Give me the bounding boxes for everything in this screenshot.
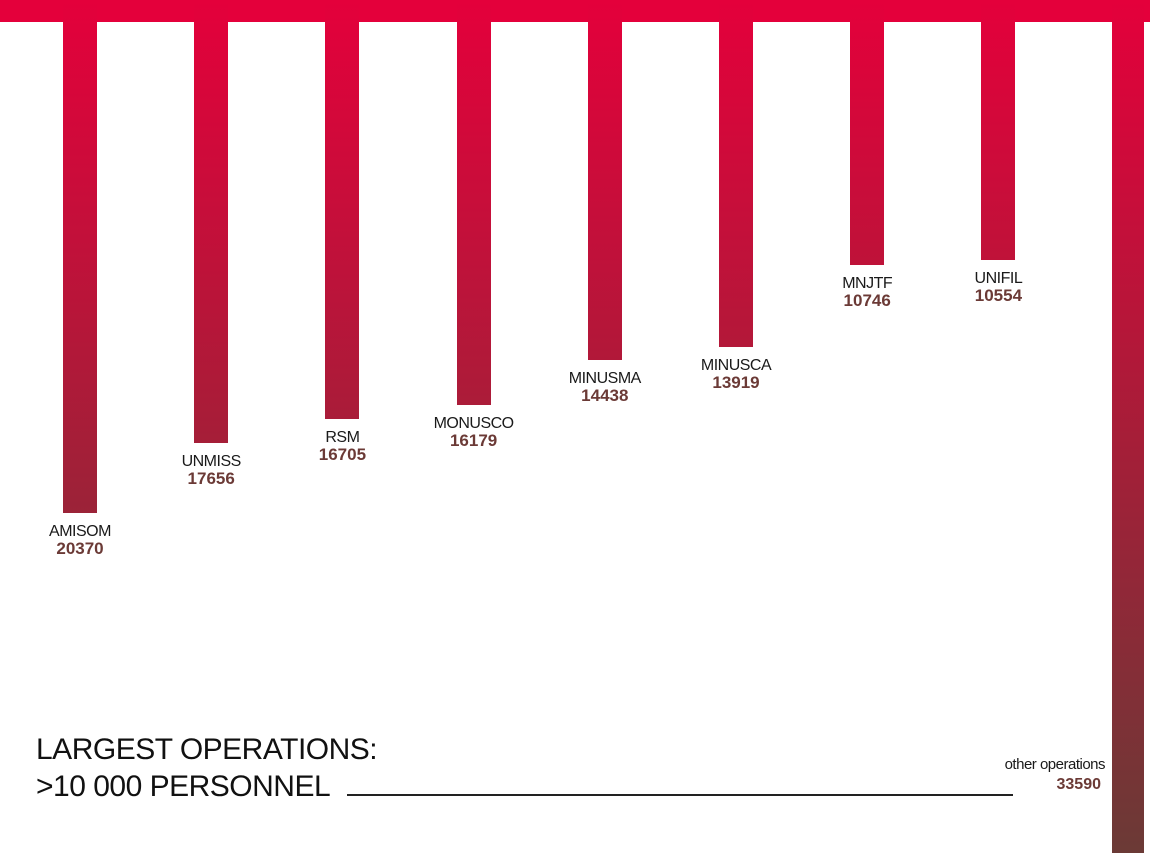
bar-value: 13919 bbox=[712, 372, 760, 392]
bar-value: 33590 bbox=[1056, 776, 1102, 793]
bar-unifil bbox=[981, 0, 1016, 261]
bar-value: 10554 bbox=[974, 286, 1023, 306]
bar-label: other operations bbox=[1004, 756, 1106, 773]
bar-value: 17656 bbox=[187, 469, 235, 489]
bar-value: 14438 bbox=[581, 386, 629, 406]
bar-unmiss bbox=[194, 0, 229, 444]
bar-rsm bbox=[325, 0, 360, 419]
chart-title-line2: >10 000 PERSONNEL bbox=[36, 770, 331, 803]
bar-value: 16179 bbox=[449, 431, 498, 451]
top-band bbox=[0, 0, 1150, 22]
bar-label: UNIFIL bbox=[974, 270, 1023, 288]
bar-value: 16705 bbox=[318, 444, 367, 464]
title-underline bbox=[347, 794, 1013, 796]
bar-label: RSM bbox=[325, 428, 360, 446]
bar-label: UNMISS bbox=[181, 453, 242, 471]
bar-minusca bbox=[719, 0, 753, 347]
bar-value: 10746 bbox=[843, 291, 891, 311]
bar-value: 20370 bbox=[56, 539, 104, 559]
bar-other-operations bbox=[1112, 0, 1144, 853]
bar-minusma bbox=[587, 0, 622, 361]
bar-label: MINUSCA bbox=[700, 356, 772, 374]
bar-label: AMISOM bbox=[49, 523, 111, 541]
bar-label: MONUSCO bbox=[433, 415, 515, 433]
bar-amisom bbox=[63, 0, 97, 514]
chart-title-line1: LARGEST OPERATIONS: bbox=[36, 733, 378, 766]
bar-monusco bbox=[456, 0, 491, 406]
bar-mnjtf bbox=[850, 0, 885, 266]
bar-label: MINUSMA bbox=[568, 370, 642, 388]
bar-label: MNJTF bbox=[842, 275, 893, 293]
